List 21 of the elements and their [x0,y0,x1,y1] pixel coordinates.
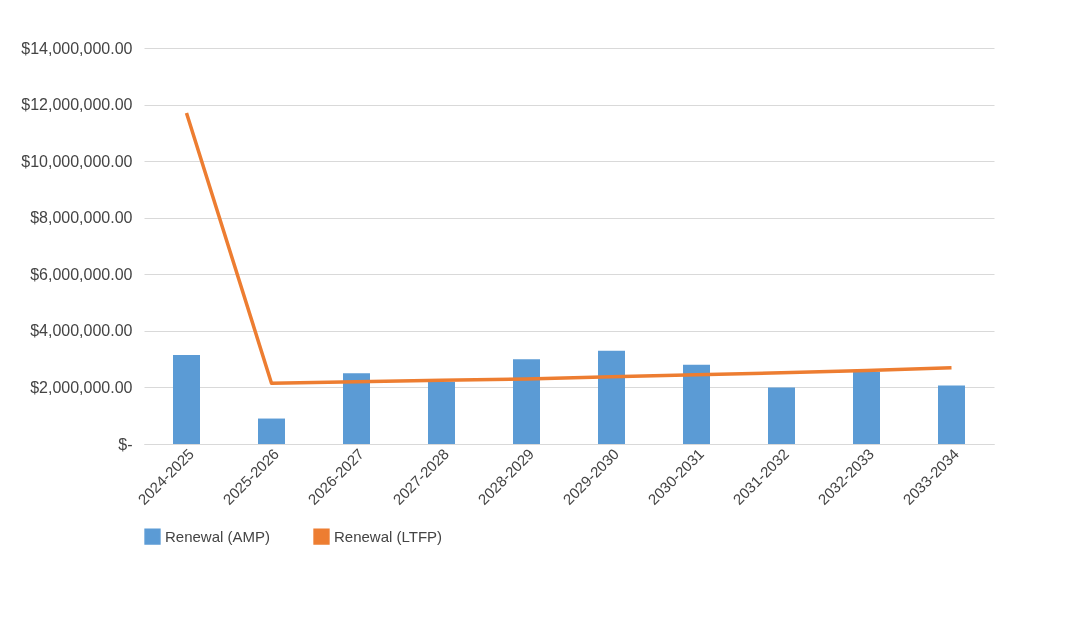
bar [938,385,965,444]
y-tick-label: $8,000,000.00 [30,209,133,227]
legend-label: Renewal (LTFP) [334,527,443,545]
bar [343,373,370,444]
bar [853,371,880,444]
y-tick-label: $12,000,000.00 [21,96,133,114]
y-tick-label: $6,000,000.00 [30,265,133,283]
bar [173,354,200,444]
line-series [184,111,954,385]
bar [258,418,285,444]
bar [683,364,710,444]
bar [598,350,625,444]
bar [428,381,455,444]
y-tick-label: $- [118,435,133,453]
bar [513,359,540,444]
y-tick-label: $4,000,000.00 [30,322,133,340]
y-tick-label: $2,000,000.00 [30,378,133,396]
legend-label: Renewal (AMP) [165,527,271,545]
bar [768,387,795,444]
y-tick-label: $10,000,000.00 [21,152,133,170]
y-tick-label: $14,000,000.00 [21,39,133,57]
